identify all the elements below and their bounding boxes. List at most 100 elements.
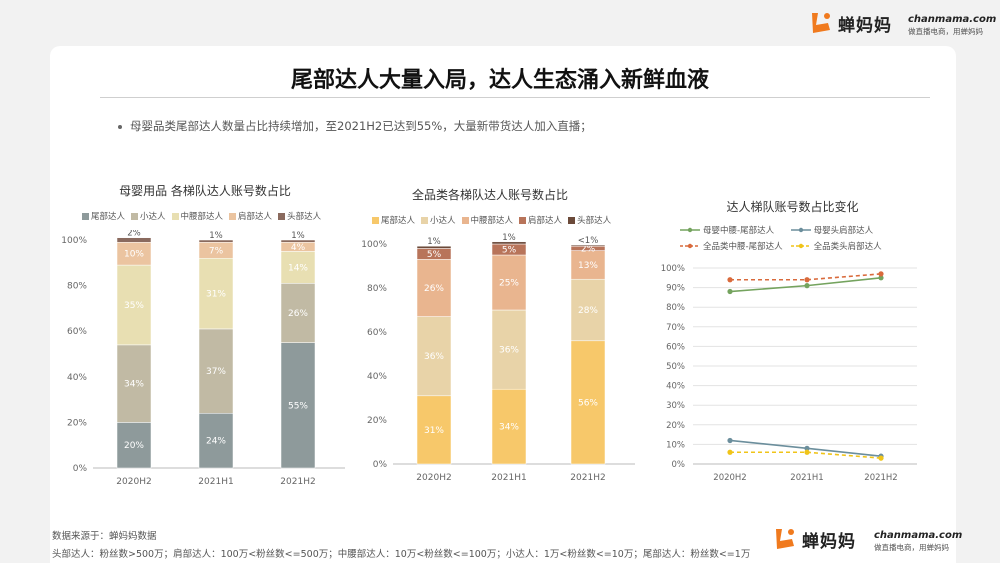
chart2-data-label: <1% (578, 236, 599, 246)
chart3-ytick-label: 100% (661, 264, 685, 274)
chart2-legend-item: 尾部达人 (372, 214, 415, 226)
chart3-legend-item: 全品类中腰-尾部达人 (680, 240, 783, 252)
chart2-ytick-label: 20% (367, 416, 387, 426)
chart3-category-label: 2021H1 (790, 473, 823, 483)
chart3-point (727, 449, 733, 455)
chart1-category-label: 2021H1 (198, 477, 233, 487)
chart3-legend-item: 母婴头肩部达人 (790, 224, 882, 236)
chart1-ytick-label: 20% (67, 418, 87, 428)
chart2-bar-segment (491, 309, 527, 390)
brand-name: 蝉妈妈 (802, 531, 856, 552)
legend-swatch (519, 216, 527, 224)
chart2-legend-item: 肩部达人 (519, 214, 562, 226)
chart2-bar-segment (491, 241, 527, 245)
chart3-ytick-label: 70% (666, 323, 685, 333)
chart1-ytick-label: 60% (67, 327, 87, 337)
brand-slogan: 做直播电商，用蝉妈妈 (874, 543, 949, 552)
page-title: 尾部达人大量入局，达人生态涌入新鲜血液 (290, 68, 709, 93)
chart2-ytick-label: 40% (367, 372, 387, 382)
footnote-source: 数据来源于：蝉妈妈数据 (52, 531, 157, 542)
chart2-data-label: 34% (499, 423, 519, 433)
chart2-data-label: 5% (427, 250, 442, 260)
legend-swatch (461, 216, 469, 224)
legend-swatch (82, 212, 89, 220)
chart2-data-label: 56% (578, 398, 598, 408)
chart1-data-label: 20% (124, 441, 144, 451)
chart2-category-label: 2020H2 (416, 473, 451, 483)
chart2-ytick-label: 80% (367, 284, 387, 294)
chart2-legend-item: 头部达人 (568, 214, 611, 226)
chart1-svg: 0% 20% 40% 60% 80% 100% 20% 34% 35% 10% 2% 2020H2 24… (61, 230, 345, 487)
chart2-ytick-label: 0% (373, 460, 388, 470)
legend-swatch (278, 212, 286, 220)
chart3-legend: 母婴中腰-尾部达人 母婴头肩部达人 全品类中腰-尾部达人 全品类头肩部达人 (680, 224, 882, 252)
chart3-point (727, 437, 733, 444)
chart3-legend-item: 全品类头肩部达人 (790, 240, 882, 252)
chart1-data-label: 37% (206, 367, 226, 377)
chart1-category-label: 2021H2 (280, 477, 315, 487)
chart1-legend-item: 中腰部达人 (171, 210, 224, 222)
chart1-bar-segment (280, 283, 316, 343)
legend-marker (798, 243, 803, 249)
chart1-ytick-label: 80% (67, 282, 87, 292)
bullet-dot-icon (118, 124, 122, 129)
brand-domain: chanmama.com (908, 14, 997, 25)
legend-label: 小达人 (430, 216, 456, 226)
chart1-data-label: 10% (124, 250, 144, 260)
chart1-data-label: 55% (288, 401, 308, 411)
chart2-bar-segment (416, 316, 452, 397)
chart1-ytick-label: 0% (73, 464, 88, 474)
chart3-ytick-label: 50% (666, 362, 685, 372)
chart1-bar-segment (116, 237, 152, 243)
legend-label: 母婴中腰-尾部达人 (703, 226, 775, 236)
chart2-data-label: 5% (502, 246, 517, 256)
chart1-bar-segment (280, 251, 316, 284)
chart2-bar-segment (570, 278, 606, 342)
legend-swatch (372, 216, 379, 224)
legend-swatch (229, 212, 237, 220)
brand-site-top: chanmama.com 做直播电商，用蝉妈妈 (908, 14, 996, 37)
legend-swatch (568, 216, 576, 224)
brand-site-bottom: chanmama.com 做直播电商，用蝉妈妈 (874, 530, 962, 553)
legend-label: 小达人 (140, 212, 166, 222)
legend-marker (798, 227, 803, 233)
chart2-data-label: 28% (578, 306, 598, 316)
chart3-ytick-label: 20% (666, 421, 685, 431)
chart3-point (878, 271, 884, 277)
legend-line-swatch (680, 243, 700, 249)
chart2-bar-segment (416, 259, 452, 317)
chart3-ytick-label: 30% (666, 401, 685, 411)
chart1-legend-item: 肩部达人 (229, 210, 272, 222)
chart1-bar-segment (116, 264, 152, 346)
chart1-bar-segment (198, 328, 234, 414)
chart1-bar-segment (198, 257, 234, 330)
legend-label: 中腰部达人 (180, 212, 224, 222)
chart1-ytick-label: 40% (67, 373, 87, 383)
chart1-legend-item: 尾部达人 (82, 210, 125, 222)
chart2-category-label: 2021H2 (570, 473, 605, 483)
chart3-ytick-label: 0% (672, 460, 686, 470)
legend-label: 尾部达人 (381, 216, 416, 226)
legend-marker (687, 243, 693, 249)
chart2-data-label: 36% (499, 346, 519, 356)
chart2-data-label: 2% (581, 244, 596, 254)
legend-label: 全品类头肩部达人 (813, 242, 882, 252)
chart3-point (804, 445, 810, 451)
chart1-bar-segment (280, 342, 316, 469)
chart2-bar-segment (570, 250, 606, 280)
bullet-text: 母婴品类尾部达人数量占比持续增加，至2021H2已达到55%，大量新带货达人加入… (130, 119, 592, 133)
chart1-category-label: 2020H2 (116, 477, 151, 487)
chart3-ytick-label: 90% (666, 284, 685, 294)
brand-domain: chanmama.com (874, 530, 963, 541)
chart1-data-label: 26% (288, 309, 308, 319)
chart3-title: 达人梯队账号数占比变化 (726, 200, 859, 214)
chart3-ytick-label: 60% (666, 342, 685, 352)
cicada-logo-icon (772, 526, 798, 552)
chart3-legend-item: 母婴中腰-尾部达人 (680, 224, 783, 236)
chart2-data-label: 25% (499, 279, 519, 289)
chart2-data-label: 1% (427, 237, 441, 247)
chart1-data-label: 1% (291, 231, 305, 241)
chart2-title: 全品类各梯队达人账号数占比 (411, 188, 568, 202)
chart1-data-label: 1% (209, 231, 223, 241)
chart1-data-label: 31% (206, 290, 226, 300)
